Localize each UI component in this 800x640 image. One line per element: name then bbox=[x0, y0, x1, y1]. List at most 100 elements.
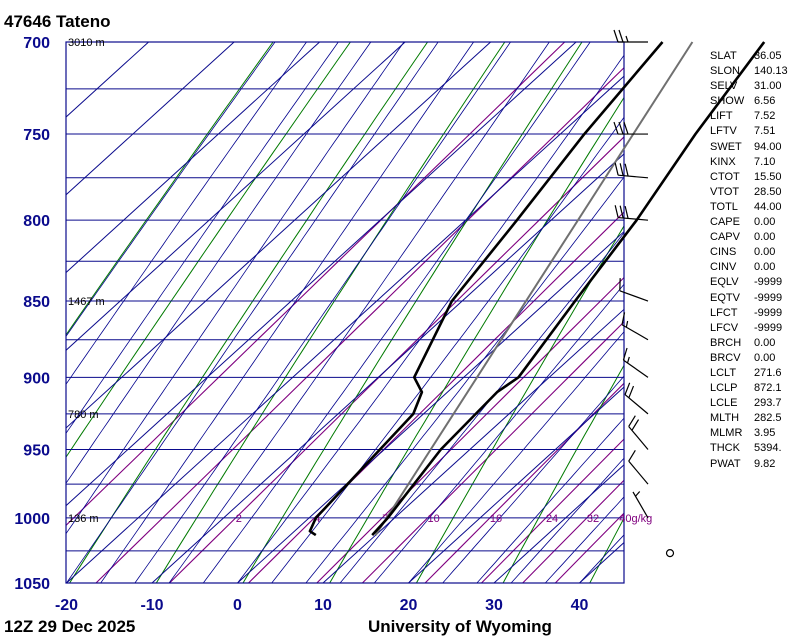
index-row-lclt: LCLT 271.6 bbox=[710, 367, 788, 382]
temperature-tick-label: 40 bbox=[571, 597, 589, 614]
isotherm bbox=[66, 42, 577, 507]
temperature-tick-label: 0 bbox=[233, 597, 242, 614]
index-name: EQLV bbox=[710, 276, 739, 289]
mixing-ratio-label: 2 bbox=[236, 513, 242, 525]
index-row-kinx: KINX 7.10 bbox=[710, 156, 788, 171]
index-row-lcle: LCLE 293.7 bbox=[710, 397, 788, 412]
index-value: -9999 bbox=[754, 321, 783, 334]
isotherm bbox=[66, 42, 235, 196]
height-label: 1467 m bbox=[68, 296, 105, 308]
isotherm bbox=[237, 230, 624, 583]
index-row-swet: SWET 94.00 bbox=[710, 141, 788, 156]
temperature-tick-label: 30 bbox=[485, 597, 503, 614]
pressure-label: 1000 bbox=[14, 511, 50, 528]
index-value: 7.51 bbox=[754, 125, 776, 138]
index-name: LCLE bbox=[710, 397, 738, 410]
wind-barb bbox=[624, 382, 649, 415]
isotherm bbox=[0, 42, 63, 583]
moist-adiabat bbox=[66, 42, 405, 535]
index-name: SELV bbox=[710, 80, 738, 93]
pressure-label: 1050 bbox=[14, 576, 50, 593]
parcel-path-line bbox=[374, 41, 694, 536]
index-name: LIFT bbox=[710, 110, 733, 123]
index-name: THCK bbox=[710, 442, 740, 455]
pressure-label: 950 bbox=[23, 442, 50, 459]
pressure-label: 800 bbox=[23, 213, 50, 230]
wind-barb bbox=[613, 29, 648, 43]
moist-adiabat bbox=[66, 42, 307, 385]
mixing-ratio-label: 10 bbox=[428, 513, 440, 525]
index-row-capv: CAPV 0.00 bbox=[710, 231, 788, 246]
dewpoint-profile-line bbox=[308, 41, 664, 537]
index-value: 7.52 bbox=[754, 110, 776, 123]
temperature-tick-label: -20 bbox=[55, 597, 78, 614]
index-name: SLON bbox=[710, 65, 740, 78]
sounding-indices: SLAT 36.05 SLON 140.13 SELV 31.00 SHOW 6.56 LIFT… bbox=[710, 50, 788, 473]
index-value: 94.00 bbox=[754, 140, 782, 153]
mixing-ratio-line bbox=[424, 382, 624, 583]
wind-barb bbox=[622, 347, 649, 378]
mixing-ratio-lines bbox=[66, 42, 624, 583]
index-value: 44.00 bbox=[754, 200, 782, 213]
index-row-pwat: PWAT 9.82 bbox=[710, 458, 788, 473]
index-value: 31.00 bbox=[754, 80, 782, 93]
wind-barb bbox=[632, 491, 649, 519]
wind-barb bbox=[614, 162, 649, 179]
temperature-tick-label: 20 bbox=[400, 597, 418, 614]
index-name: CAPV bbox=[710, 231, 740, 244]
index-name: CINS bbox=[710, 246, 737, 259]
moist-adiabat bbox=[66, 42, 276, 338]
index-value: 3.95 bbox=[754, 427, 776, 440]
index-row-cins: CINS 0.00 bbox=[710, 246, 788, 261]
index-row-slat: SLAT 36.05 bbox=[710, 50, 788, 65]
index-value: 140.13 bbox=[754, 65, 788, 78]
index-value: 293.7 bbox=[754, 397, 782, 410]
mixing-ratio-label: 40g/kg bbox=[619, 513, 652, 525]
index-value: 36.05 bbox=[754, 50, 782, 62]
wind-barb bbox=[621, 312, 649, 341]
moist-adiabat bbox=[545, 496, 624, 583]
isotherm bbox=[322, 308, 624, 583]
index-name: SLAT bbox=[710, 50, 737, 62]
index-row-totl: TOTL 44.00 bbox=[710, 201, 788, 216]
index-name: LCLT bbox=[710, 366, 737, 379]
isotherm bbox=[66, 42, 491, 429]
index-row-lclp: LCLP 872.1 bbox=[710, 382, 788, 397]
index-value: -9999 bbox=[754, 276, 783, 289]
index-name: MLTH bbox=[710, 412, 740, 425]
index-value: 28.50 bbox=[754, 185, 782, 198]
pressure-label: 750 bbox=[23, 127, 50, 144]
index-row-eqlv: EQLV -9999 bbox=[710, 276, 788, 291]
observation-datetime: 12Z 29 Dec 2025 bbox=[4, 617, 136, 636]
pressure-label: 700 bbox=[23, 35, 50, 52]
index-row-lfct: LFCT -9999 bbox=[710, 307, 788, 322]
mixing-ratio-label: 24 bbox=[546, 513, 558, 525]
index-row-eqtv: EQTV -9999 bbox=[710, 292, 788, 307]
mixing-ratio-line bbox=[66, 42, 566, 527]
isotherm bbox=[408, 386, 624, 583]
moist-adiabat bbox=[442, 375, 624, 583]
index-row-mlmr: MLMR 3.95 bbox=[710, 427, 788, 442]
index-row-thck: THCK 5394. bbox=[710, 442, 788, 457]
isotherms bbox=[0, 42, 624, 583]
index-name: LFTV bbox=[710, 125, 737, 138]
plot-frame bbox=[65, 41, 625, 584]
moist-adiabat bbox=[339, 232, 624, 583]
mixing-ratio-line bbox=[522, 479, 624, 583]
isobars bbox=[66, 88, 624, 552]
index-name: SHOW bbox=[710, 95, 745, 108]
index-row-lfcv: LFCV -9999 bbox=[710, 322, 788, 337]
index-row-lift: LIFT 7.52 bbox=[710, 110, 788, 125]
index-name: MLMR bbox=[710, 427, 743, 440]
temperature-tick-label: -10 bbox=[140, 597, 163, 614]
index-name: CAPE bbox=[710, 216, 740, 229]
index-name: LCLP bbox=[710, 382, 738, 395]
isotherm bbox=[66, 42, 406, 351]
index-row-show: SHOW 6.56 bbox=[710, 95, 788, 110]
index-name: BRCH bbox=[710, 336, 742, 349]
index-name: VTOT bbox=[710, 185, 740, 198]
isotherm bbox=[493, 464, 624, 583]
dry-adiabat bbox=[66, 42, 351, 459]
temperature-profile-line bbox=[371, 41, 766, 536]
